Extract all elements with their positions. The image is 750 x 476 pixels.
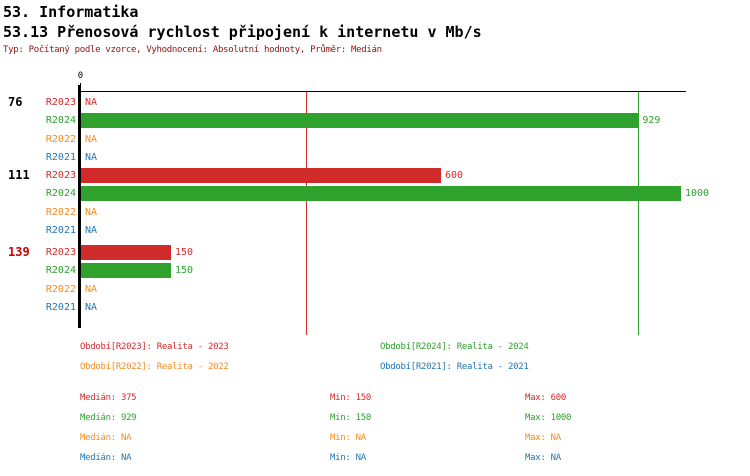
stat-max: Max: NA [525,433,561,443]
chart-row: R2021 NA [0,299,750,318]
stat-median: Medián: 375 [80,393,137,403]
row-series-label: R2021 [45,225,76,237]
statistics: Medián: 375 Min: 150 Max: 600 Medián: 92… [80,388,571,468]
chart-group-139: 139 R2023 150 R2024 150 R2022 NA R2021 [0,243,750,317]
bar-value-label: NA [85,302,98,314]
bar-track: NA [81,149,681,168]
stats-row-r2023: Medián: 375 Min: 150 Max: 600 [80,388,571,408]
row-series-label: R2024 [45,115,76,127]
bar [81,263,171,279]
bar-value-label: NA [85,152,98,164]
legend-item-r2023: Období[R2023]: Realita - 2023 [80,342,229,352]
stat-max: Max: 600 [525,393,566,403]
chart-row: R2021 NA [0,149,750,168]
bar-value-label: 150 [175,246,194,258]
stats-row-r2024: Medián: 929 Min: 150 Max: 1000 [80,408,571,428]
bar-value-label: NA [85,225,98,237]
stat-min: Min: 150 [330,393,371,403]
stat-min: Min: NA [330,453,366,463]
bar-value-label: 600 [445,169,464,181]
bar-track: 150 [81,243,681,262]
chart-row: R2022 NA [0,130,750,149]
bar-track: 1000 [81,185,709,204]
chart-row: R2024 1000 [0,185,750,204]
chart-row: R2021 NA [0,222,750,241]
stat-median: Medián: NA [80,433,132,443]
bar-value-label: NA [85,206,98,218]
row-series-label: R2023 [45,96,76,108]
stats-row-r2021: Medián: NA Min: NA Max: NA [80,448,571,468]
chart-row: R2022 NA [0,203,750,222]
row-series-label: R2023 [45,246,76,258]
bar-track: NA [81,130,681,149]
bar-track: 150 [81,262,681,281]
chart-row: R2024 150 [0,262,750,281]
bar-value-label: NA [85,96,98,108]
chart-title: 53.13 Přenosová rychlost připojení k int… [3,23,482,41]
bar-value-label: 1000 [685,188,710,200]
bar [81,186,681,202]
bar-track: NA [81,299,681,318]
legend-item-r2021: Období[R2021]: Realita - 2021 [380,362,529,372]
row-series-label: R2024 [45,265,76,277]
bar-track: 929 [81,112,681,131]
chart-group-111: 111 R2023 600 R2024 1000 R2022 NA R2021 [0,166,750,240]
legend-item-r2024: Období[R2024]: Realita - 2024 [380,342,529,352]
axis-zero-label: 0 [77,71,84,81]
stat-min: Min: 150 [330,413,371,423]
chart-row: R2023 NA [0,93,750,112]
bar-track: NA [81,93,681,112]
bar-value-label: 150 [175,265,194,277]
stat-min: Min: NA [330,433,366,443]
chart-meta-line: Typ: Počítaný podle vzorce, Vyhodnocení:… [3,45,382,55]
bar-track: NA [81,222,681,241]
row-series-label: R2024 [45,188,76,200]
stat-median: Medián: NA [80,453,132,463]
row-series-label: R2021 [45,152,76,164]
row-series-label: R2022 [45,283,76,295]
row-series-label: R2023 [45,169,76,181]
group-label: 139 [8,245,30,259]
stat-max: Max: 1000 [525,413,572,423]
chart-row: R2023 600 [0,166,750,185]
bar-track: 600 [81,166,681,185]
row-series-label: R2022 [45,133,76,145]
chart-row: R2024 929 [0,112,750,131]
bar-value-label: 929 [642,115,661,127]
row-series-label: R2021 [45,302,76,314]
group-label: 111 [8,168,30,182]
chart-group-76: 76 R2023 NA R2024 929 R2022 NA R2021 [0,93,750,167]
axis-line-horizontal [80,91,686,92]
bar [81,244,171,260]
chart-row: R2022 NA [0,280,750,299]
bar-value-label: NA [85,133,98,145]
stats-row-r2022: Medián: NA Min: NA Max: NA [80,428,571,448]
bar-track: NA [81,203,681,222]
bar [81,113,639,129]
bar-value-label: NA [85,283,98,295]
axis-line-vertical [78,85,81,328]
axis-tick [80,83,81,91]
bar-track: NA [81,280,681,299]
legend-item-r2022: Období[R2022]: Realita - 2022 [80,362,229,372]
row-series-label: R2022 [45,206,76,218]
bar [81,167,441,183]
legend: Období[R2023]: Realita - 2023 Období[R20… [80,341,529,374]
chart-row: R2023 150 [0,243,750,262]
stat-median: Medián: 929 [80,413,137,423]
stat-max: Max: NA [525,453,561,463]
page-title: 53. Informatika [3,3,139,21]
group-label: 76 [8,95,23,109]
